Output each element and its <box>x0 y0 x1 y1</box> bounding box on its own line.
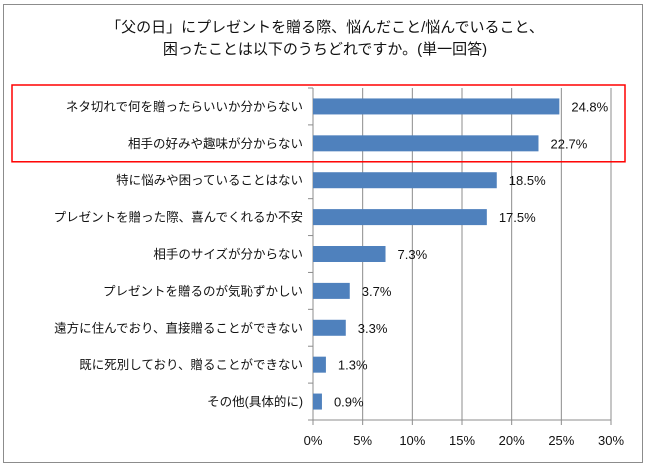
bar <box>313 246 386 262</box>
value-label: 24.8% <box>571 99 608 114</box>
value-label: 3.3% <box>358 321 388 336</box>
bar <box>313 319 346 336</box>
category-label: プレゼントを贈るのが気恥ずかしい <box>103 283 303 298</box>
x-tick-label: 5% <box>353 433 372 448</box>
x-tick-label: 30% <box>598 433 624 448</box>
highlight-box <box>11 84 626 163</box>
chart-frame <box>3 4 643 463</box>
bar <box>313 282 350 299</box>
category-label: 既に死別しており、贈ることができない <box>79 357 303 372</box>
category-label: 相手のサイズが分からない <box>153 247 303 262</box>
bar <box>313 209 487 226</box>
bar <box>313 393 322 410</box>
bar <box>313 172 497 189</box>
category-label: 特に悩みや困っていることはない <box>116 173 303 188</box>
bar <box>313 356 326 373</box>
category-label: その他(具体的に) <box>207 394 303 409</box>
x-tick-label: 10% <box>399 433 425 448</box>
x-tick-label: 25% <box>548 433 574 448</box>
value-label: 17.5% <box>499 210 536 225</box>
value-label: 7.3% <box>398 247 428 262</box>
category-label: 遠方に住んでおり、直接贈ることができない <box>54 320 303 335</box>
bar <box>313 98 560 115</box>
title-line-1: 「父の日」にプレゼントを贈る際、悩んだこと/悩んでいること、 <box>106 19 544 36</box>
value-label: 18.5% <box>509 173 546 188</box>
value-label: 22.7% <box>550 136 587 151</box>
bar <box>313 135 539 152</box>
chart-title: 「父の日」にプレゼントを贈る際、悩んだこと/悩んでいること、 困ったことは以下の… <box>0 17 650 61</box>
category-label: プレゼントを贈った際、喜んでくれるか不安 <box>54 210 303 225</box>
category-label: 相手の好みや趣味が分からない <box>128 136 303 151</box>
category-label: ネタ切れで何を贈ったらいいか分からない <box>66 99 303 114</box>
value-label: 1.3% <box>338 358 368 373</box>
title-line-2: 困ったことは以下のうちどれですか。(単一回答) <box>162 41 488 58</box>
x-tick-label: 15% <box>449 433 475 448</box>
value-label: 0.9% <box>334 395 364 410</box>
x-tick-label: 20% <box>499 433 525 448</box>
value-label: 3.7% <box>362 284 392 299</box>
x-tick-label: 0% <box>304 433 323 448</box>
